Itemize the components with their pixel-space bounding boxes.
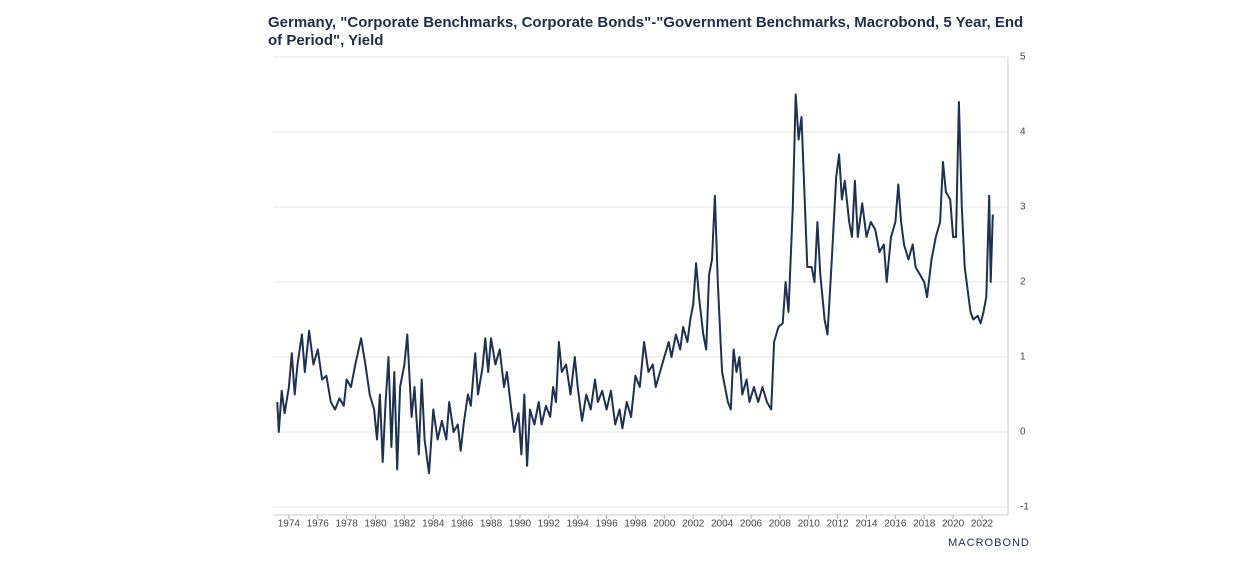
x-tick-label: 1984 <box>422 519 445 530</box>
y-tick-label: 3 <box>1020 202 1026 213</box>
x-tick-label: 2022 <box>971 519 994 530</box>
x-tick-label: 2020 <box>942 519 965 530</box>
y-tick-label: 1 <box>1020 352 1026 363</box>
chart-title: Germany, "Corporate Benchmarks, Corporat… <box>268 14 1024 49</box>
x-tick-label: 1992 <box>538 519 561 530</box>
y-tick-label: 5 <box>1020 52 1026 63</box>
x-tick-label: 2010 <box>798 519 821 530</box>
x-tick-label: 2008 <box>769 519 792 530</box>
x-tick-label: 2012 <box>826 519 849 530</box>
x-tick-label: 2004 <box>711 519 734 530</box>
x-tick-label: 2014 <box>855 519 878 530</box>
x-tick-label: 1974 <box>278 519 301 530</box>
x-tick-label: 2016 <box>884 519 907 530</box>
x-tick-label: 1990 <box>509 519 532 530</box>
x-tick-label: 1988 <box>480 519 503 530</box>
x-tick-label: 2002 <box>682 519 705 530</box>
y-tick-label: -1 <box>1020 502 1029 513</box>
x-tick-label: 1982 <box>393 519 416 530</box>
x-tick-label: 1996 <box>595 519 618 530</box>
x-tick-label: 1976 <box>307 519 330 530</box>
x-tick-label: 1980 <box>364 519 387 530</box>
x-tick-label: 1978 <box>336 519 359 530</box>
y-tick-label: 0 <box>1020 427 1026 438</box>
x-tick-label: 2000 <box>653 519 676 530</box>
x-tick-label: 1986 <box>451 519 474 530</box>
y-tick-label: 4 <box>1020 127 1026 138</box>
x-tick-label: 2018 <box>913 519 936 530</box>
x-tick-label: 1994 <box>567 519 590 530</box>
x-tick-label: 1998 <box>624 519 647 530</box>
x-tick-label: 2006 <box>740 519 763 530</box>
data-line <box>276 93 994 475</box>
source-logo: MACROBOND <box>948 537 1030 549</box>
y-tick-label: 2 <box>1020 277 1026 288</box>
